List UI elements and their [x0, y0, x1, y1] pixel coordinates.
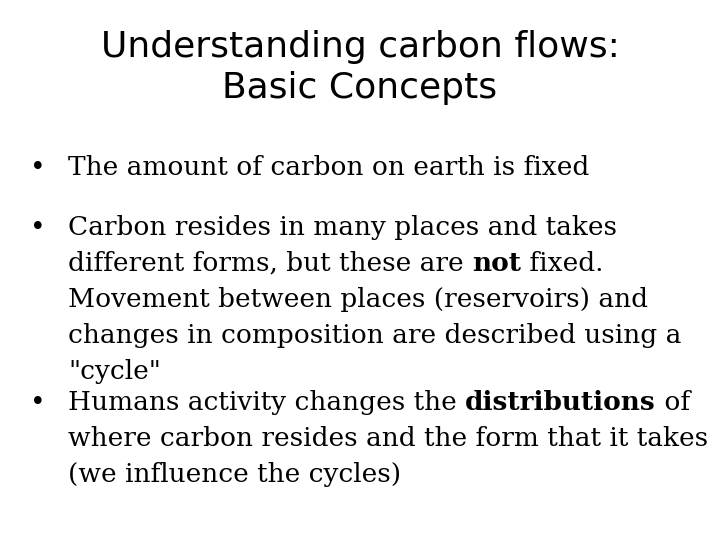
Text: Humans activity changes the: Humans activity changes the [68, 390, 465, 415]
Text: not: not [472, 251, 521, 276]
Text: of: of [656, 390, 690, 415]
Text: changes in composition are described using a: changes in composition are described usi… [68, 323, 681, 348]
Text: different forms, but these are: different forms, but these are [68, 251, 472, 276]
Text: •: • [30, 390, 45, 415]
Text: Carbon resides in many places and takes: Carbon resides in many places and takes [68, 215, 617, 240]
Text: The amount of carbon on earth is fixed: The amount of carbon on earth is fixed [68, 155, 589, 180]
Text: Understanding carbon flows:
Basic Concepts: Understanding carbon flows: Basic Concep… [101, 30, 619, 105]
Text: where carbon resides and the form that it takes: where carbon resides and the form that i… [68, 426, 708, 451]
Text: •: • [30, 155, 45, 180]
Text: fixed.: fixed. [521, 251, 603, 276]
Text: (we influence the cycles): (we influence the cycles) [68, 462, 401, 487]
Text: Movement between places (reservoirs) and: Movement between places (reservoirs) and [68, 287, 648, 312]
Text: •: • [30, 215, 45, 240]
Text: "cycle": "cycle" [68, 359, 161, 384]
Text: distributions: distributions [465, 390, 656, 415]
